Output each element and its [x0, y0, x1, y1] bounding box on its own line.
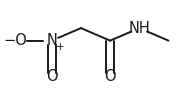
Text: O: O — [46, 69, 58, 84]
Text: +: + — [56, 42, 65, 52]
Text: O: O — [104, 69, 116, 84]
Text: NH: NH — [128, 21, 150, 36]
Text: −O: −O — [3, 33, 27, 48]
Text: N: N — [46, 33, 57, 48]
